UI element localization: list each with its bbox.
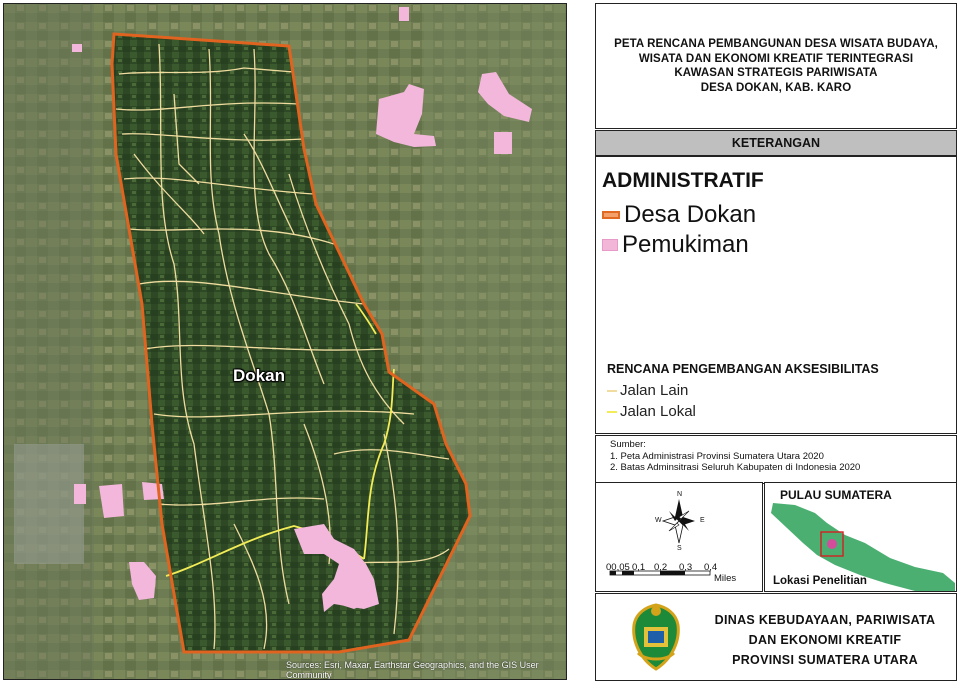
jalan-lokal-swatch bbox=[607, 410, 617, 413]
scale-unit: Miles bbox=[714, 573, 737, 584]
compass-e: E bbox=[700, 517, 705, 524]
scale-label: 0,3 bbox=[679, 562, 693, 573]
legend-item-jalan-lokal: Jalan Lokal bbox=[607, 403, 696, 420]
scale-label: 0,4 bbox=[704, 562, 718, 573]
map-title-line: WISATA DAN EKONOMI KREATIF TERINTEGRASI bbox=[638, 52, 914, 65]
legend-item-pemukiman: Pemukiman bbox=[602, 231, 749, 259]
boundary-line-swatch bbox=[602, 211, 620, 219]
study-area-marker bbox=[827, 539, 837, 549]
source-item: 2. Batas Adminsitrasi Seluruh Kabupaten … bbox=[610, 462, 861, 473]
admin-title: ADMINISTRATIF bbox=[602, 169, 764, 192]
provincial-emblem-icon bbox=[632, 603, 680, 671]
map-title-line: KAWASAN STRATEGIS PARIWISATA bbox=[674, 67, 878, 79]
north-arrow-icon bbox=[609, 499, 711, 576]
map-canvas[interactable] bbox=[4, 4, 566, 679]
sumatera-island-shape bbox=[771, 503, 955, 591]
map-title-line: PETA RENCANA PEMBANGUNAN DESA WISATA BUD… bbox=[614, 38, 938, 50]
inset-caption: Lokasi Penelitian bbox=[773, 575, 867, 587]
access-title: RENCANA PENGEMBANGAN AKSESIBILITAS bbox=[607, 362, 879, 376]
jalan-lain-network bbox=[115, 43, 450, 650]
compass-n: N bbox=[677, 491, 683, 498]
study-area-box bbox=[820, 531, 844, 557]
map-title: PETA RENCANA PEMBANGUNAN DESA WISATA BUD… bbox=[614, 37, 938, 95]
compass-scale-box: N S W E 00,05 0,1 0,2 0,3 0,4 Miles bbox=[595, 482, 763, 592]
inset-map-box[interactable]: PULAU SUMATERA Lokasi Penelitian bbox=[764, 482, 957, 592]
legend-item-label: Desa Dokan bbox=[624, 201, 757, 228]
scale-label: 0,1 bbox=[632, 562, 646, 573]
sources-title: Sumber: bbox=[610, 439, 646, 450]
legend-item-label: Pemukiman bbox=[622, 231, 749, 258]
legend-column: PETA RENCANA PEMBANGUNAN DESA WISATA BUD… bbox=[595, 3, 957, 681]
scale-label: 0,2 bbox=[654, 562, 668, 573]
scale-label: 00,05 bbox=[606, 562, 630, 573]
jalan-lain-swatch bbox=[607, 389, 617, 392]
map-panel[interactable]: Dokan Sources: Esri, Maxar, Earthstar Ge… bbox=[3, 3, 567, 680]
pemukiman-polygons bbox=[72, 7, 532, 612]
agency-line: PROVINSI SUMATERA UTARA bbox=[732, 653, 918, 667]
legend-box: ADMINISTRATIF Desa Dokan Pemukiman RENCA… bbox=[595, 156, 957, 434]
settlement-swatch bbox=[602, 239, 618, 251]
agency-line: DAN EKONOMI KREATIF bbox=[748, 633, 902, 647]
agency-name: DINAS KEBUDAYAAN, PARIWISATA DAN EKONOMI… bbox=[696, 610, 954, 670]
source-item: 1. Peta Administrasi Provinsi Sumatera U… bbox=[610, 450, 824, 462]
desa-dokan-boundary bbox=[110, 32, 472, 654]
legend-header: KETERANGAN bbox=[595, 130, 957, 156]
legend-item-label: Jalan Lokal bbox=[620, 403, 696, 420]
scale-bar bbox=[609, 570, 711, 576]
map-title-box: PETA RENCANA PEMBANGUNAN DESA WISATA BUD… bbox=[595, 3, 957, 129]
agency-line: DINAS KEBUDAYAAN, PARIWISATA bbox=[714, 613, 936, 627]
compass-w: W bbox=[655, 517, 662, 524]
agency-box: DINAS KEBUDAYAAN, PARIWISATA DAN EKONOMI… bbox=[595, 593, 957, 681]
legend-item-desa-dokan: Desa Dokan bbox=[602, 201, 756, 229]
inset-title: PULAU SUMATERA bbox=[780, 488, 892, 502]
legend-item-label: Jalan Lain bbox=[620, 382, 689, 399]
map-attribution: Sources: Esri, Maxar, Earthstar Geograph… bbox=[286, 660, 539, 680]
inset-map-sumatera[interactable] bbox=[765, 483, 956, 591]
map-title-line: DESA DOKAN, KAB. KARO bbox=[700, 81, 852, 94]
legend-item-jalan-lain: Jalan Lain bbox=[607, 382, 688, 399]
compass-s: S bbox=[677, 545, 682, 552]
sources-box: Sumber: 1. Peta Administrasi Provinsi Su… bbox=[595, 435, 957, 484]
village-label: Dokan bbox=[233, 366, 285, 385]
